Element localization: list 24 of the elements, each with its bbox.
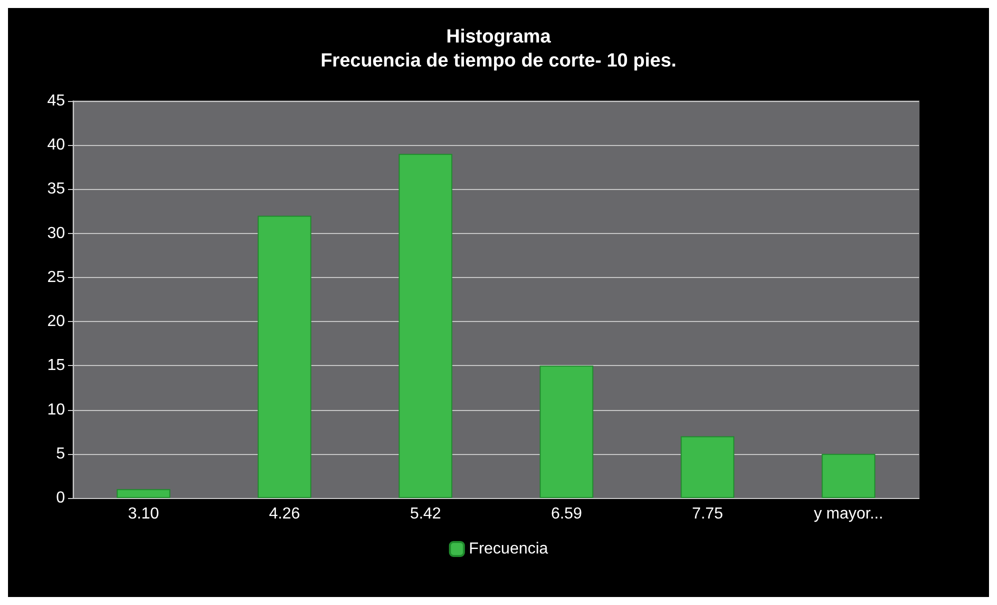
bar (822, 454, 876, 498)
y-tick-label: 20 (47, 313, 66, 330)
bar (540, 366, 594, 498)
bar (680, 436, 734, 498)
bar (258, 216, 312, 498)
legend-label: Frecuencia (468, 540, 548, 558)
bar (398, 154, 452, 498)
y-tick-label: 30 (47, 224, 66, 242)
y-tick-label: 45 (47, 92, 66, 110)
y-tick-label: 0 (56, 490, 66, 506)
x-tick-label: 3.10 (128, 506, 160, 522)
y-tick-label: 10 (47, 401, 66, 418)
x-tick-label: 4.26 (268, 506, 300, 522)
y-tick-label: 5 (56, 445, 66, 462)
bar (116, 489, 170, 498)
y-tick-label: 35 (47, 180, 66, 198)
y-tick-label: 40 (47, 136, 66, 154)
y-tick-label: 15 (47, 357, 66, 374)
x-tick-label: 5.42 (410, 506, 442, 522)
chart-title: Histograma Frecuencia de tiempo de corte- 10 pies. (320, 26, 676, 72)
x-tick-label: y mayor... (814, 506, 884, 522)
y-tick-label: 25 (47, 268, 66, 286)
x-tick-label: 7.75 (692, 506, 724, 522)
x-tick-label: 6.59 (550, 506, 582, 522)
